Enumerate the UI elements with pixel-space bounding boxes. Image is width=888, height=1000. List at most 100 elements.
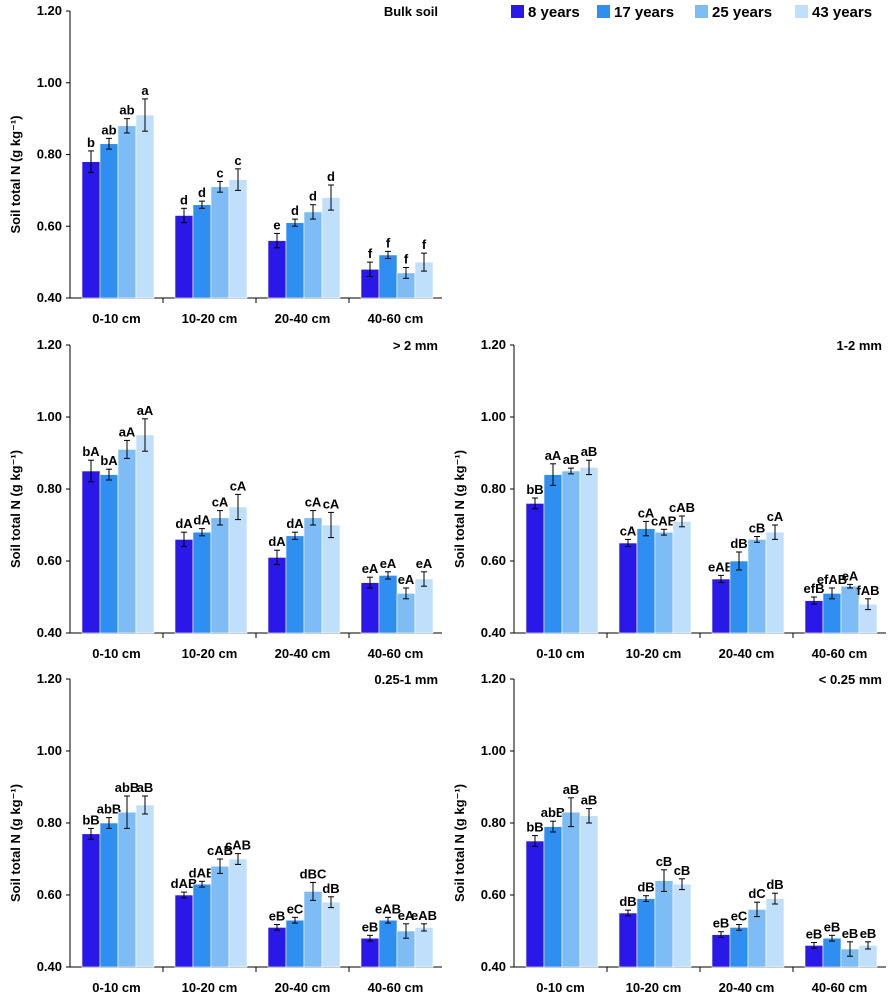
x-category-label: 10-20 cm: [182, 980, 238, 995]
y-tick-label: 0.80: [481, 815, 506, 830]
bar-significance-label: cAB: [669, 500, 695, 515]
bar-significance-label: eB: [824, 919, 841, 934]
bar-significance-label: dB: [730, 536, 747, 551]
bar: [636, 898, 656, 968]
bar-significance-label: cA: [323, 496, 340, 511]
y-tick-label: 1.20: [481, 337, 506, 352]
x-category-label: 40-60 cm: [368, 311, 424, 326]
bar-significance-label: dAB: [171, 876, 198, 891]
legend-label: 25 years: [712, 4, 772, 21]
bar-significance-label: aA: [137, 403, 154, 418]
bar-significance-label: bA: [100, 453, 118, 468]
bar: [414, 927, 434, 968]
bar-significance-label: e: [273, 217, 280, 232]
bar-significance-label: dB: [766, 877, 783, 892]
x-category-label: 10-20 cm: [182, 646, 238, 661]
bar: [192, 531, 212, 634]
bar-significance-label: eA: [398, 908, 415, 923]
bar: [303, 211, 323, 299]
x-category-label: 20-40 cm: [275, 311, 331, 326]
legend-swatch: [597, 5, 610, 18]
bar-significance-label: cA: [305, 495, 322, 510]
bar-significance-label: cA: [638, 505, 655, 520]
bar-significance-label: d: [291, 203, 299, 218]
bar-significance-label: eAB: [708, 559, 734, 574]
y-tick-label: 0.80: [37, 481, 62, 496]
bar-significance-label: a: [141, 83, 149, 98]
bar: [654, 880, 674, 968]
bar: [117, 125, 137, 299]
bar-significance-label: aA: [545, 448, 562, 463]
y-tick-label: 1.20: [37, 3, 62, 18]
bar: [81, 161, 101, 299]
bar: [711, 578, 731, 634]
bar: [267, 240, 287, 299]
bar: [525, 503, 545, 634]
bar: [267, 557, 287, 634]
x-category-label: 10-20 cm: [626, 980, 682, 995]
chart-panel: 0.40 0.60 0.80 1.00 1.20 Soil total N (g kg⁻¹…: [452, 337, 886, 661]
bar: [414, 578, 434, 634]
bar-significance-label: efAB: [817, 572, 847, 587]
bar: [711, 934, 731, 968]
y-axis-title: Soil total N (g kg⁻¹): [452, 450, 467, 568]
bar-significance-label: f: [422, 237, 427, 252]
x-category-label: 20-40 cm: [275, 646, 331, 661]
y-tick-label: 0.60: [481, 887, 506, 902]
y-tick-label: 0.40: [37, 290, 62, 305]
bar-significance-label: dC: [748, 886, 766, 901]
bar-significance-label: cAB: [207, 843, 233, 858]
bar-significance-label: cB: [749, 521, 766, 536]
bar-significance-label: cA: [620, 523, 637, 538]
bar-significance-label: cA: [230, 478, 247, 493]
bar: [672, 521, 692, 634]
bar: [360, 582, 380, 634]
bar-significance-label: eA: [362, 561, 379, 576]
y-tick-label: 0.80: [37, 815, 62, 830]
bar-significance-label: eC: [731, 909, 748, 924]
bar: [192, 204, 212, 299]
y-tick-label: 0.80: [37, 147, 62, 162]
bar-significance-label: fAB: [856, 583, 879, 598]
bar: [729, 560, 749, 634]
bar: [618, 912, 638, 968]
bar: [378, 919, 398, 968]
x-category-label: 0-10 cm: [92, 980, 140, 995]
bar-significance-label: eB: [362, 919, 379, 934]
x-category-label: 40-60 cm: [812, 646, 868, 661]
bar-significance-label: eA: [842, 568, 859, 583]
x-category-label: 10-20 cm: [182, 311, 238, 326]
panels: 0.40 0.60 0.80 1.00 1.20 Soil total N (g kg⁻¹…: [8, 3, 886, 995]
y-tick-label: 1.00: [481, 409, 506, 424]
y-axis-title: Soil total N (g kg⁻¹): [8, 450, 23, 568]
bar-significance-label: bB: [526, 482, 543, 497]
bar: [228, 858, 248, 968]
bar: [99, 474, 119, 634]
bar: [135, 804, 155, 968]
chart-panel: 0.40 0.60 0.80 1.00 1.20 Soil total N (g kg⁻¹…: [8, 671, 442, 995]
bar: [228, 179, 248, 299]
x-category-label: 0-10 cm: [92, 311, 140, 326]
y-tick-label: 1.20: [481, 671, 506, 686]
bar-significance-label: eB: [860, 926, 877, 941]
bar-significance-label: b: [87, 135, 95, 150]
legend-label: 8 years: [528, 4, 580, 21]
bar-significance-label: cB: [656, 854, 673, 869]
bar-significance-label: eA: [398, 572, 415, 587]
bar: [81, 470, 101, 634]
bar: [285, 919, 305, 968]
bar-significance-label: cAB: [225, 838, 251, 853]
bar-significance-label: abB: [541, 805, 566, 820]
bar: [321, 197, 341, 299]
bar-significance-label: bB: [526, 820, 543, 835]
bar-significance-label: dA: [286, 516, 304, 531]
panel-title: 0.25-1 mm: [374, 672, 438, 687]
bar: [174, 894, 194, 968]
panel-title: > 2 mm: [393, 338, 438, 353]
bar-significance-label: ab: [119, 103, 134, 118]
legend-label: 43 years: [812, 4, 872, 21]
bar: [579, 467, 599, 634]
y-tick-label: 1.00: [37, 75, 62, 90]
bar: [303, 517, 323, 634]
x-category-label: 0-10 cm: [92, 646, 140, 661]
